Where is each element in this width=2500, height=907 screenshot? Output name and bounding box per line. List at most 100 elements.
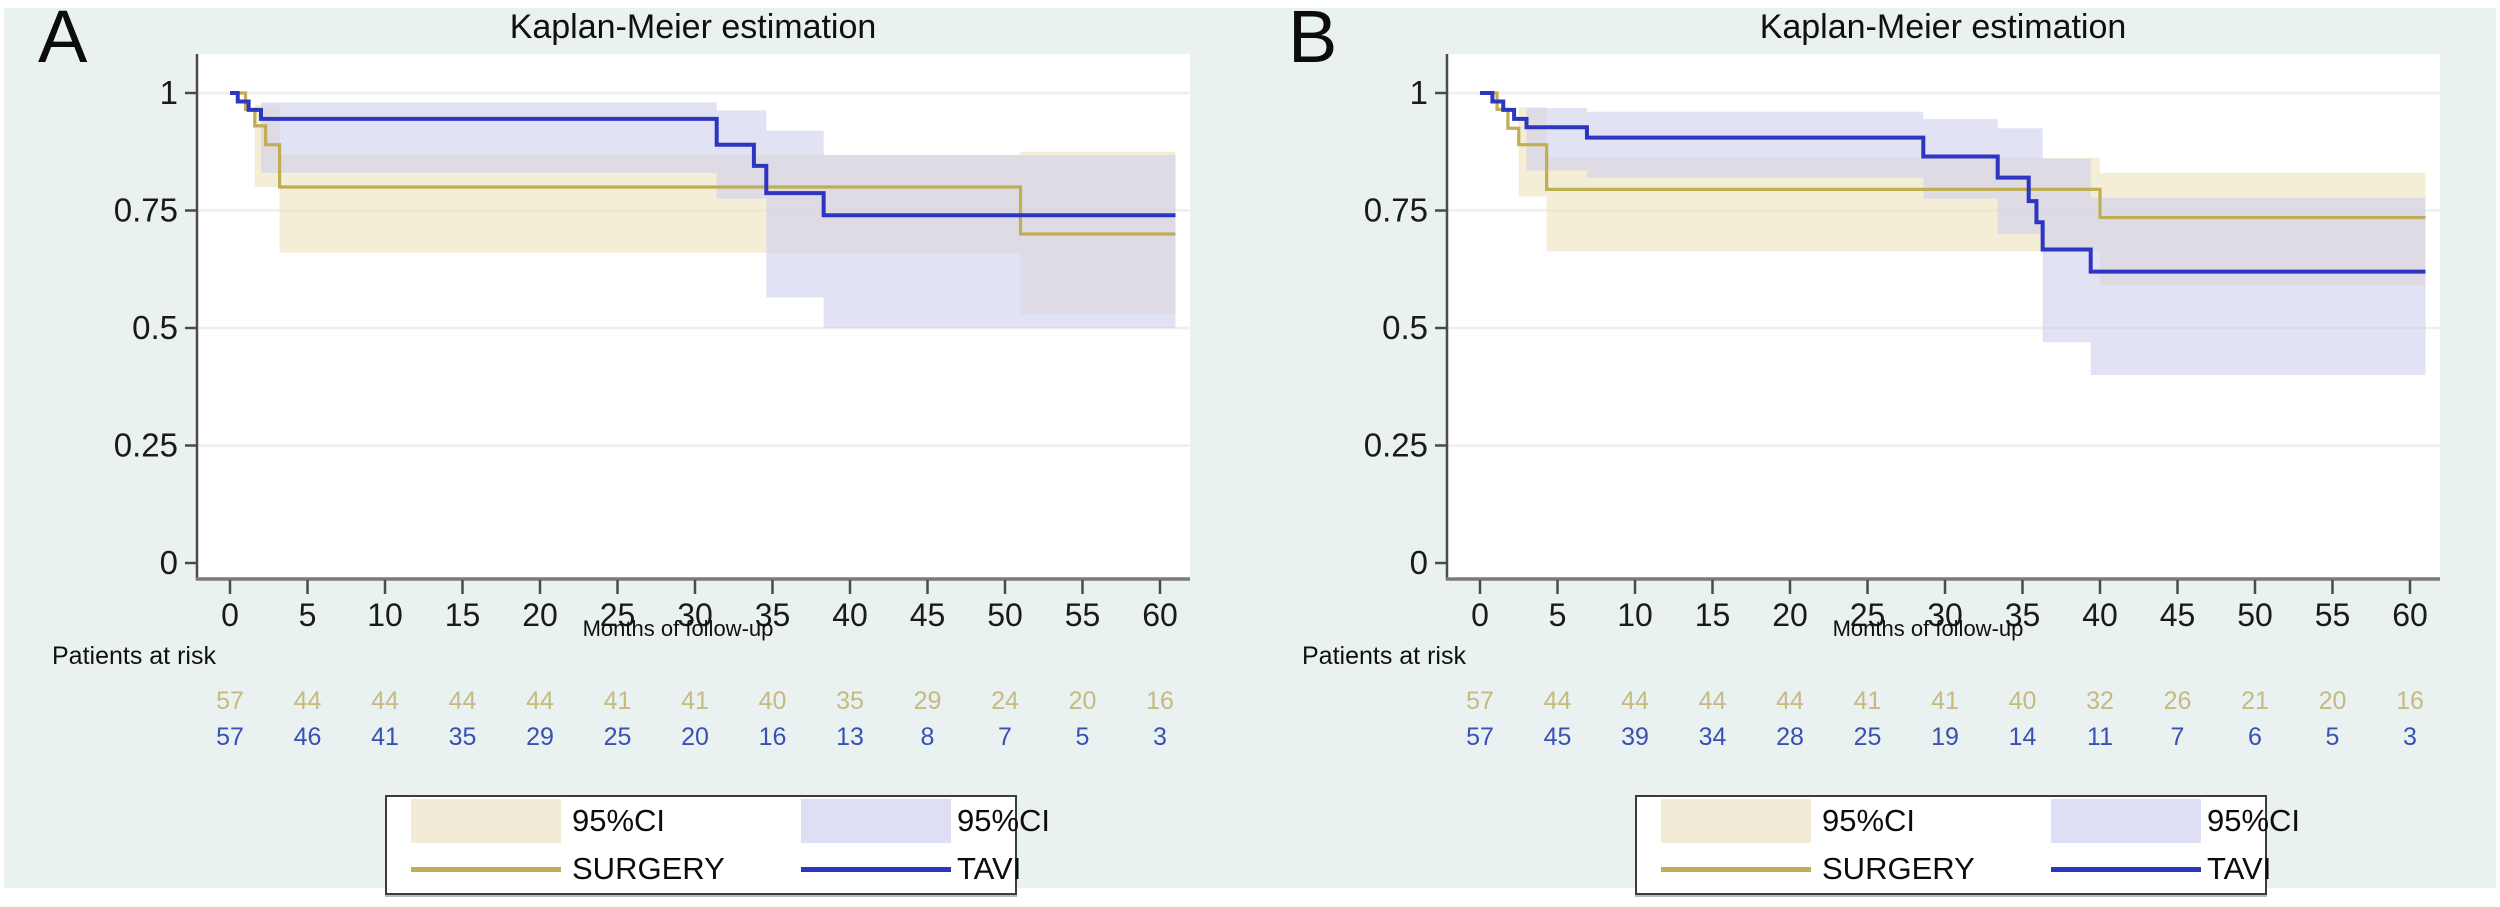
panel-b-xaxis-label: Months of follow-up [1832, 616, 2024, 641]
panel-a-at-risk-table: 57 44 44 44 44 41 41 40 35 29 24 20 16 57 46 41 35 29 25 20… [0, 686, 1250, 760]
panel-a: A Kaplan-Meier estimation 0 0.25 0.5 0.75 1 0… [0, 0, 1250, 900]
svg-text:60: 60 [2392, 597, 2428, 633]
svg-text:30: 30 [677, 597, 713, 633]
svg-text:60: 60 [1142, 597, 1178, 633]
svg-text:45: 45 [2160, 597, 2196, 633]
at-risk-value: 7 [998, 723, 1012, 751]
at-risk-value: 41 [1931, 687, 1959, 715]
svg-text:50: 50 [2237, 597, 2273, 633]
at-risk-value: 25 [1853, 723, 1882, 751]
surgery-line-swatch [411, 866, 561, 872]
at-risk-value: 20 [1068, 687, 1097, 715]
svg-text:0: 0 [1471, 597, 1489, 633]
panel-a-patients-at-risk-label: Patients at risk [52, 642, 216, 670]
at-risk-value: 41 [603, 687, 632, 715]
at-risk-value: 16 [1146, 687, 1174, 715]
tavi-legend-label: TAVI [2207, 851, 2272, 886]
svg-text:0: 0 [1410, 544, 1428, 581]
at-risk-value: 3 [1153, 723, 1167, 751]
at-risk-value: 44 [1776, 687, 1804, 715]
panel-b: B Kaplan-Meier estimation 0 0.25 0.5 0.75 1 0… [1250, 0, 2500, 900]
at-risk-value: 20 [2318, 687, 2347, 715]
at-risk-value: 3 [2403, 723, 2417, 751]
at-risk-value: 16 [758, 723, 787, 751]
svg-text:1: 1 [1410, 74, 1428, 111]
svg-text:20: 20 [522, 597, 558, 633]
svg-text:5: 5 [299, 597, 317, 633]
panel-b-letter: B [1288, 0, 1338, 78]
at-risk-value: 44 [1621, 687, 1649, 715]
at-risk-value: 44 [1543, 687, 1572, 715]
at-risk-value: 6 [2248, 723, 2262, 751]
at-risk-value: 35 [836, 687, 864, 715]
at-risk-value: 57 [1466, 687, 1494, 715]
svg-text:15: 15 [445, 597, 481, 633]
surgery-ci-legend-label: 95%CI [572, 803, 666, 838]
svg-text:40: 40 [832, 597, 868, 633]
panel-a-title: Kaplan-Meier estimation [509, 8, 877, 46]
svg-text:35: 35 [755, 597, 791, 633]
svg-text:0: 0 [160, 544, 178, 581]
at-risk-value: 5 [2325, 723, 2340, 751]
panel-b-at-risk-table: 57 44 44 44 44 41 41 40 32 26 21 20 16 57 45 39 34 28 25 19… [1250, 686, 2500, 760]
at-risk-value: 29 [913, 687, 942, 715]
at-risk-value: 57 [216, 687, 244, 715]
svg-text:0.25: 0.25 [114, 427, 178, 464]
at-risk-value: 8 [920, 723, 935, 751]
svg-text:35: 35 [2005, 597, 2041, 633]
at-risk-value: 44 [448, 687, 477, 715]
svg-text:55: 55 [2315, 597, 2351, 633]
svg-text:0.75: 0.75 [1364, 192, 1428, 229]
at-risk-value: 44 [526, 687, 554, 715]
at-risk-value: 7 [2170, 723, 2185, 751]
at-risk-value: 11 [2087, 723, 2113, 751]
svg-text:5: 5 [1549, 597, 1567, 633]
at-risk-value: 44 [293, 687, 322, 715]
svg-text:10: 10 [1617, 597, 1653, 633]
at-risk-value: 32 [2086, 687, 2114, 715]
at-risk-value: 16 [2396, 687, 2424, 715]
at-risk-value: 57 [216, 723, 244, 751]
svg-text:0.5: 0.5 [1382, 309, 1428, 346]
at-risk-value: 21 [2241, 687, 2269, 715]
at-risk-value: 44 [1698, 687, 1727, 715]
at-risk-value: 57 [1466, 723, 1494, 751]
at-risk-value: 28 [1776, 723, 1804, 751]
tavi-ci-swatch [801, 799, 951, 843]
panel-a-xaxis-label: Months of follow-up [582, 616, 774, 641]
svg-text:30: 30 [1927, 597, 1963, 633]
surgery-ci-legend-label: 95%CI [1822, 803, 1916, 838]
panel-a-letter: A [38, 0, 88, 78]
at-risk-value: 20 [681, 723, 709, 751]
at-risk-value: 40 [2008, 687, 2037, 715]
at-risk-value: 34 [1698, 723, 1727, 751]
at-risk-value: 41 [1853, 687, 1882, 715]
tavi-ci-swatch [2051, 799, 2201, 843]
svg-text:20: 20 [1772, 597, 1808, 633]
tavi-ci-legend-label: 95%CI [2207, 803, 2301, 838]
at-risk-value: 40 [758, 687, 787, 715]
svg-text:40: 40 [2082, 597, 2118, 633]
at-risk-value: 13 [836, 723, 864, 751]
at-risk-value: 44 [371, 687, 399, 715]
panel-b-title: Kaplan-Meier estimation [1759, 8, 2127, 46]
tavi-line-swatch [801, 866, 951, 872]
at-risk-value: 46 [293, 723, 322, 751]
svg-text:50: 50 [987, 597, 1023, 633]
svg-text:10: 10 [367, 597, 403, 633]
tavi-ci-legend-label: 95%CI [957, 803, 1051, 838]
svg-text:15: 15 [1695, 597, 1731, 633]
at-risk-value: 19 [1931, 723, 1959, 751]
panel-b-patients-at-risk-label: Patients at risk [1302, 642, 1466, 670]
surgery-ci-swatch [411, 799, 561, 843]
svg-text:0.75: 0.75 [114, 192, 178, 229]
at-risk-value: 29 [526, 723, 554, 751]
svg-text:55: 55 [1065, 597, 1101, 633]
at-risk-value: 41 [371, 723, 399, 751]
svg-text:0.5: 0.5 [132, 309, 178, 346]
surgery-ci-swatch [1661, 799, 1811, 843]
at-risk-value: 25 [603, 723, 632, 751]
